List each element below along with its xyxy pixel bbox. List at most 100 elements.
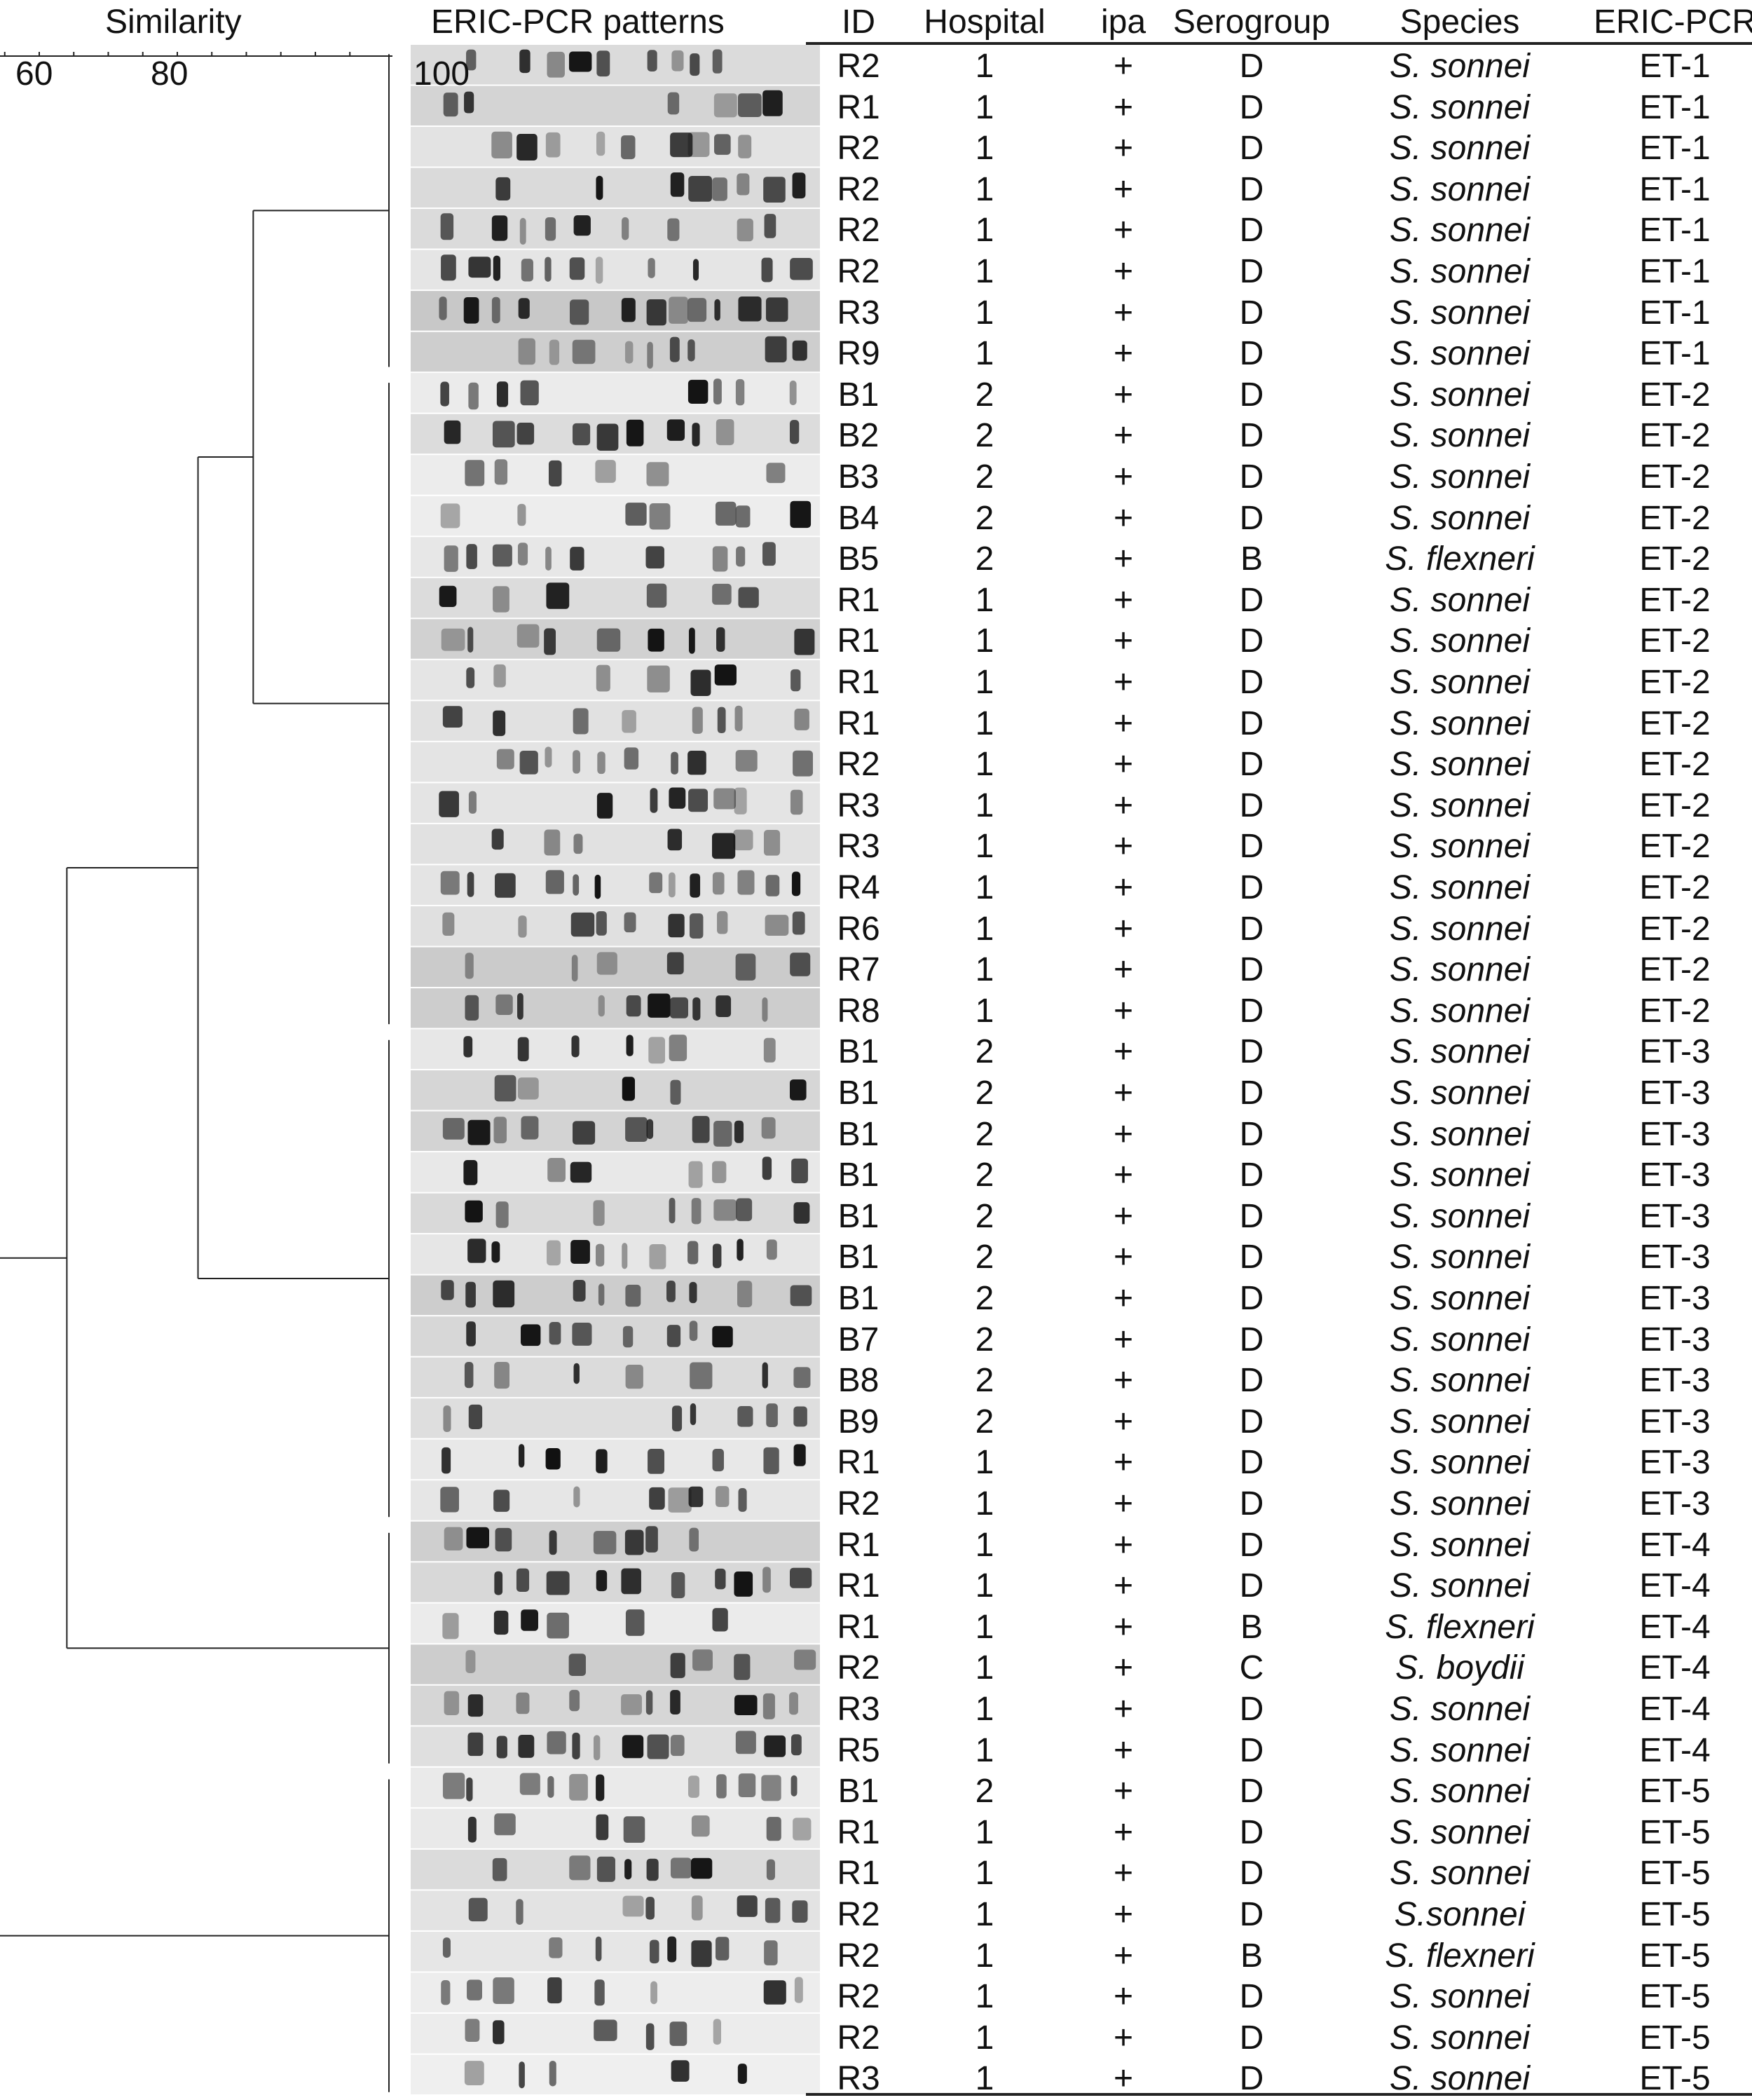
cell-eric-pcr: ET-3 <box>1639 1444 1711 1482</box>
cell-serogroup: C <box>1239 1649 1264 1687</box>
cell-id: B5 <box>837 540 880 578</box>
table-row: B2 2 + D S. sonnei ET-2 <box>0 416 1752 456</box>
cell-id: B1 <box>837 1157 880 1194</box>
cell-id: R1 <box>837 1813 880 1851</box>
cell-ipa: + <box>1113 1444 1134 1482</box>
table-row: R2 1 + C S. boydii ET-4 <box>0 1648 1752 1689</box>
gel-lane <box>411 824 820 864</box>
cell-hospital: 2 <box>975 540 994 578</box>
cell-ipa: + <box>1113 1773 1134 1811</box>
cell-hospital: 1 <box>975 1896 994 1933</box>
cell-species: S. sonnei <box>1389 2019 1531 2057</box>
cell-serogroup: D <box>1239 417 1264 455</box>
table-row: B1 2 + D S. sonnei ET-3 <box>0 1237 1752 1278</box>
cell-species: S. sonnei <box>1389 951 1531 989</box>
table-bottom-rule <box>806 2093 1752 2096</box>
cell-eric-pcr: ET-2 <box>1639 664 1711 701</box>
gel-lane <box>411 1439 820 1480</box>
cell-species: S. sonnei <box>1389 294 1531 332</box>
gel-lane <box>411 742 820 782</box>
cell-ipa: + <box>1113 1608 1134 1646</box>
cell-hospital: 2 <box>975 1239 994 1276</box>
cell-species: S. flexneri <box>1385 1608 1535 1646</box>
cell-serogroup: D <box>1239 1444 1264 1482</box>
cell-hospital: 1 <box>975 704 994 742</box>
cell-ipa: + <box>1113 1197 1134 1235</box>
cell-id: B8 <box>837 1362 880 1400</box>
cell-id: R2 <box>837 253 880 290</box>
gel-lane <box>411 2013 820 2054</box>
cell-id: B2 <box>837 417 880 455</box>
table-row: R4 1 + D S. sonnei ET-2 <box>0 868 1752 908</box>
cell-id: B7 <box>837 1321 880 1358</box>
cell-hospital: 1 <box>975 2019 994 2057</box>
cell-id: B1 <box>837 1197 880 1235</box>
cell-species: S. sonnei <box>1389 1280 1531 1317</box>
cell-hospital: 1 <box>975 1567 994 1605</box>
cell-ipa: + <box>1113 581 1134 619</box>
cell-serogroup: D <box>1239 130 1264 168</box>
cell-eric-pcr: ET-1 <box>1639 335 1711 373</box>
cell-serogroup: D <box>1239 1033 1264 1071</box>
gel-lane <box>411 1316 820 1356</box>
cell-serogroup: D <box>1239 581 1264 619</box>
cell-species: S. sonnei <box>1389 458 1531 496</box>
scale-label-80: 80 <box>151 55 189 93</box>
cell-ipa: + <box>1113 1937 1134 1975</box>
cell-eric-pcr: ET-1 <box>1639 253 1711 290</box>
cell-eric-pcr: ET-3 <box>1639 1157 1711 1194</box>
table-row: R2 1 + D S. sonnei ET-3 <box>0 1484 1752 1525</box>
cell-hospital: 2 <box>975 1033 994 1071</box>
cell-species: S. sonnei <box>1389 1362 1531 1400</box>
cell-serogroup: D <box>1239 1813 1264 1851</box>
gel-lane <box>411 1234 820 1274</box>
cell-serogroup: D <box>1239 88 1264 126</box>
cell-eric-pcr: ET-4 <box>1639 1649 1711 1687</box>
cell-eric-pcr: ET-2 <box>1639 581 1711 619</box>
cell-id: R3 <box>837 294 880 332</box>
gel-lane <box>411 947 820 987</box>
cell-id: R3 <box>837 828 880 866</box>
cell-serogroup: D <box>1239 1485 1264 1522</box>
cell-id: R2 <box>837 1937 880 1975</box>
cell-eric-pcr: ET-3 <box>1639 1362 1711 1400</box>
table-row: B1 2 + D S. sonnei ET-3 <box>0 1032 1752 1072</box>
cell-ipa: + <box>1113 1731 1134 1769</box>
cell-serogroup: D <box>1239 2019 1264 2057</box>
cell-serogroup: D <box>1239 1526 1264 1564</box>
cell-hospital: 1 <box>975 1485 994 1522</box>
cell-serogroup: D <box>1239 1691 1264 1728</box>
cell-species: S. sonnei <box>1389 1197 1531 1235</box>
cell-ipa: + <box>1113 499 1134 537</box>
gel-lane <box>411 1849 820 1890</box>
cell-eric-pcr: ET-1 <box>1639 130 1711 168</box>
cell-eric-pcr: ET-5 <box>1639 1813 1711 1851</box>
cell-id: R2 <box>837 1978 880 2016</box>
gel-lane <box>411 414 820 454</box>
cell-hospital: 2 <box>975 1403 994 1440</box>
table-row: B1 2 + D S. sonnei ET-2 <box>0 375 1752 416</box>
table-row: B5 2 + B S. flexneri ET-2 <box>0 539 1752 580</box>
cell-ipa: + <box>1113 1691 1134 1728</box>
cell-eric-pcr: ET-2 <box>1639 540 1711 578</box>
cell-id: R2 <box>837 130 880 168</box>
cell-id: R1 <box>837 1567 880 1605</box>
column-header-eric-pcr: ERIC-PCR <box>1593 4 1752 41</box>
cell-hospital: 1 <box>975 1855 994 1893</box>
cell-eric-pcr: ET-1 <box>1639 88 1711 126</box>
table-row: B4 2 + D S. sonnei ET-2 <box>0 498 1752 539</box>
cell-id: R2 <box>837 1649 880 1687</box>
cell-hospital: 2 <box>975 1197 994 1235</box>
table-row: R1 1 + D S. sonnei ET-2 <box>0 621 1752 662</box>
table-row: R1 1 + D S. sonnei ET-3 <box>0 1443 1752 1483</box>
cell-species: S. sonnei <box>1389 1731 1531 1769</box>
cell-ipa: + <box>1113 992 1134 1030</box>
cell-species: S. sonnei <box>1389 417 1531 455</box>
cell-eric-pcr: ET-1 <box>1639 48 1711 85</box>
table-row: R2 1 + D S. sonnei ET-2 <box>0 744 1752 785</box>
cell-eric-pcr: ET-5 <box>1639 1855 1711 1893</box>
cell-id: R1 <box>837 1526 880 1564</box>
cell-serogroup: D <box>1239 1567 1264 1605</box>
gel-lane <box>411 865 820 905</box>
cell-hospital: 1 <box>975 1608 994 1646</box>
